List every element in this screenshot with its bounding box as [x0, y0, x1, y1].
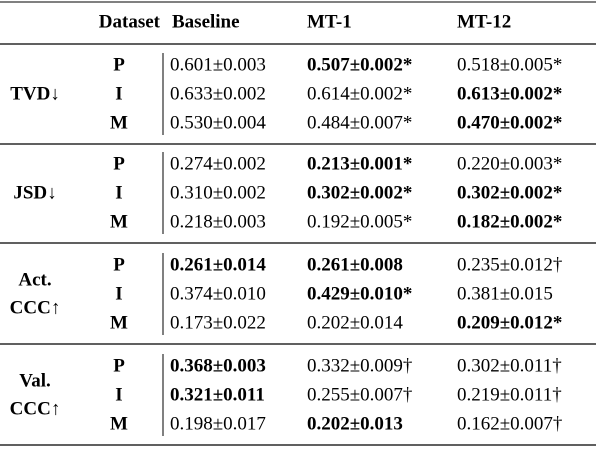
cell: 0.530±0.004: [170, 112, 266, 133]
cell: 0.484±0.007*: [307, 112, 412, 133]
column-header: MT-1: [307, 11, 352, 32]
dataset-label: M: [110, 413, 128, 434]
cell: 0.518±0.005*: [457, 54, 562, 75]
cell: 0.261±0.008: [307, 254, 403, 275]
dataset-label: I: [115, 384, 122, 405]
metric-label: CCC↑: [10, 297, 61, 318]
cell: 0.633±0.002: [170, 83, 266, 104]
cell: 0.202±0.013: [307, 413, 403, 434]
cell: 0.601±0.003: [170, 54, 266, 75]
dataset-label: P: [113, 254, 125, 275]
metric-label: Act.: [18, 269, 51, 290]
cell: 0.368±0.003: [170, 355, 266, 376]
cell: 0.613±0.002*: [457, 83, 562, 104]
cell: 0.302±0.011†: [457, 355, 562, 376]
cell: 0.274±0.002: [170, 153, 266, 174]
dataset-label: I: [115, 283, 122, 304]
cell: 0.507±0.002*: [307, 54, 412, 75]
dataset-label: I: [115, 182, 122, 203]
cell: 0.219±0.011†: [457, 384, 562, 405]
dataset-label: M: [110, 312, 128, 333]
cell: 0.182±0.002*: [457, 211, 562, 232]
column-header: Dataset: [99, 11, 161, 32]
metric-label: JSD↓: [13, 182, 56, 203]
cell: 0.321±0.011: [170, 384, 265, 405]
dataset-label: M: [110, 112, 128, 133]
metric-label: TVD↓: [10, 83, 60, 104]
cell: 0.255±0.007†: [307, 384, 412, 405]
dataset-label: P: [113, 355, 125, 376]
metric-label: CCC↑: [10, 398, 61, 419]
cell: 0.202±0.014: [307, 312, 403, 333]
cell: 0.213±0.001*: [307, 153, 412, 174]
cell: 0.261±0.014: [170, 254, 266, 275]
cell: 0.173±0.022: [170, 312, 266, 333]
cell: 0.332±0.009†: [307, 355, 412, 376]
cell: 0.470±0.002*: [457, 112, 562, 133]
cell: 0.192±0.005*: [307, 211, 412, 232]
cell: 0.310±0.002: [170, 182, 266, 203]
dataset-label: I: [115, 83, 122, 104]
cell: 0.162±0.007†: [457, 413, 562, 434]
cell: 0.614±0.002*: [307, 83, 412, 104]
cell: 0.381±0.015: [457, 283, 553, 304]
column-header: MT-12: [457, 11, 511, 32]
cell: 0.218±0.003: [170, 211, 266, 232]
column-header: Baseline: [172, 11, 240, 32]
cell: 0.302±0.002*: [457, 182, 562, 203]
cell: 0.302±0.002*: [307, 182, 412, 203]
cell: 0.198±0.017: [170, 413, 266, 434]
cell: 0.374±0.010: [170, 283, 266, 304]
dataset-label: P: [113, 153, 125, 174]
cell: 0.429±0.010*: [307, 283, 412, 304]
dataset-label: M: [110, 211, 128, 232]
metric-label: Val.: [19, 370, 51, 391]
cell: 0.209±0.012*: [457, 312, 562, 333]
cell: 0.235±0.012†: [457, 254, 562, 275]
cell: 0.220±0.003*: [457, 153, 562, 174]
dataset-label: P: [113, 54, 125, 75]
